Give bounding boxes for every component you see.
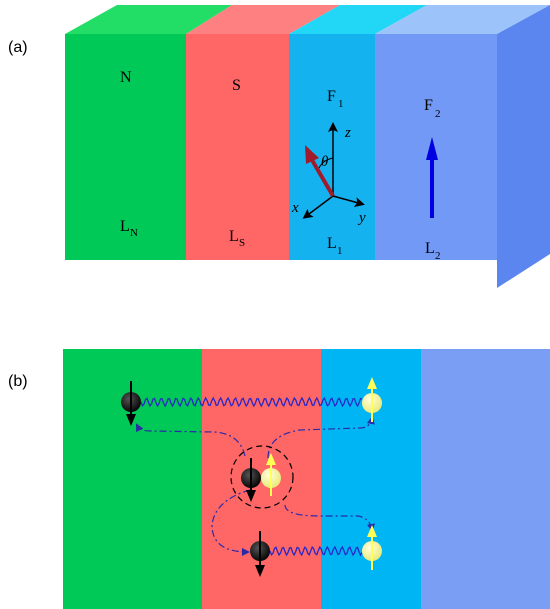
trajectory-pair-to-bottom-electron xyxy=(211,489,251,556)
x-axis-arrow xyxy=(302,195,334,219)
wavy-correlation-bottom xyxy=(269,545,363,557)
layer-n-top-face xyxy=(65,5,232,34)
layer-s-name: S xyxy=(232,77,241,94)
layer-f1-front xyxy=(289,34,375,260)
layer-f2-length-sub: 2 xyxy=(435,250,441,262)
wavy-correlation-top xyxy=(140,396,363,408)
coordinate-axes: z y x θ xyxy=(291,122,366,226)
electron-s-bottom-icon xyxy=(250,531,270,577)
block-side-face xyxy=(497,5,550,288)
electron-n-top-icon xyxy=(121,381,141,426)
layer-f1-length-main: L xyxy=(327,235,337,252)
theta-arc xyxy=(318,157,334,169)
panel-a-block xyxy=(65,5,550,288)
layer-f1-top-face xyxy=(289,5,427,34)
f1-magnetization-head xyxy=(305,145,319,164)
layer-f2-name: F 2 xyxy=(424,97,441,120)
electron-f1-top-spin-head xyxy=(367,377,377,389)
trajectories xyxy=(136,416,375,556)
panel-b-label: (b) xyxy=(8,373,28,390)
z-axis-label: z xyxy=(344,125,351,141)
layer-f1-name-main: F xyxy=(327,88,336,105)
layer-f2-top-face xyxy=(375,5,550,34)
layer-s-front xyxy=(186,34,289,260)
electron-pair-up-spin-head xyxy=(266,453,276,465)
layer-f1-name: F 1 xyxy=(327,88,344,110)
layer-s-length: L S xyxy=(229,228,245,249)
layer-f2-length: L 2 xyxy=(425,240,441,262)
f1-magnetization-arrow-icon xyxy=(305,145,335,198)
layer-n-length-sub: N xyxy=(130,227,138,239)
electron-pair-up-icon xyxy=(261,453,281,496)
panel-a-label: (a) xyxy=(8,39,28,56)
electron-s-bottom-spin-head xyxy=(255,565,265,577)
layer-f2-name-sub: 2 xyxy=(435,108,441,120)
electron-n-top-spin-head xyxy=(126,414,136,426)
y-axis-arrow xyxy=(332,195,365,207)
panel-b-layer-f2 xyxy=(421,349,550,609)
layer-n-length: L N xyxy=(120,218,138,239)
layer-n-name: N xyxy=(120,69,132,86)
panel-b-layers xyxy=(63,349,550,609)
panel-b-layer-n xyxy=(63,349,202,609)
layer-n-length-main: L xyxy=(120,218,130,235)
electron-f1-top-icon xyxy=(362,377,382,422)
layer-f2-name-main: F xyxy=(424,97,433,114)
layer-n-front xyxy=(65,34,186,260)
f2-magnetization-head xyxy=(426,137,438,160)
y-axis-label: y xyxy=(357,210,366,226)
f2-magnetization-arrow-icon xyxy=(426,137,438,218)
electron-f1-bottom-spin-head xyxy=(367,525,377,537)
layer-f1-name-sub: 1 xyxy=(338,98,344,110)
electron-f1-bottom-icon xyxy=(362,525,382,570)
trajectory-pair-to-f1-top xyxy=(267,416,375,459)
layer-f2-front xyxy=(375,34,497,260)
layer-f1-length-sub: 1 xyxy=(337,245,343,257)
x-axis-label: x xyxy=(291,200,299,216)
f1-magnetization-shaft xyxy=(310,158,335,198)
layer-s-length-main: L xyxy=(229,228,239,245)
cooper-pair-icon xyxy=(230,445,294,509)
trajectory-pair-to-f1-bottom xyxy=(284,504,375,532)
electron-pair-down-icon xyxy=(241,458,261,502)
layer-s-top-face xyxy=(186,5,340,34)
theta-label: θ xyxy=(321,154,329,170)
layer-f1-length: L 1 xyxy=(327,235,343,257)
layer-f2-length-main: L xyxy=(425,240,435,257)
electron-pair-down-spin-head xyxy=(246,490,256,502)
layer-s-length-sub: S xyxy=(239,237,245,249)
